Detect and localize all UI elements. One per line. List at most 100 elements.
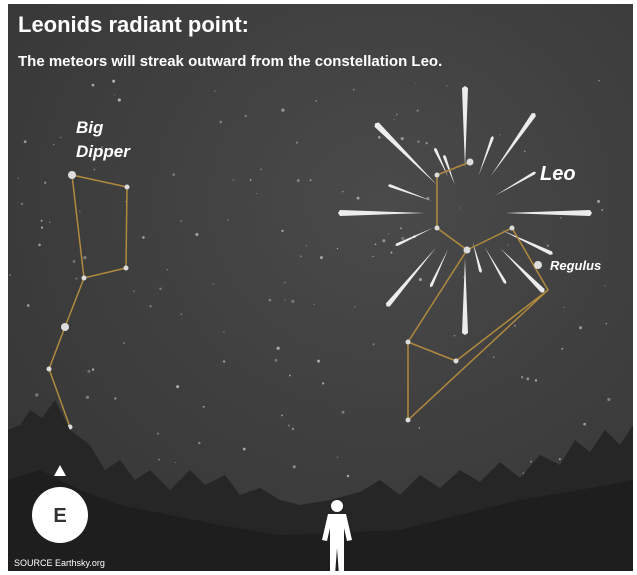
star	[195, 233, 198, 236]
star	[560, 217, 562, 219]
star	[223, 332, 224, 333]
star	[425, 142, 427, 144]
star	[293, 465, 296, 468]
star	[373, 256, 374, 257]
star	[296, 142, 298, 144]
star	[357, 197, 360, 200]
star	[24, 140, 27, 143]
star	[284, 299, 285, 300]
infographic: E Leonids radiant point: The meteors wil…	[0, 0, 637, 575]
regulus-label: Regulus	[550, 258, 601, 273]
star	[322, 382, 324, 384]
star	[373, 343, 375, 345]
star	[417, 140, 420, 143]
star	[342, 191, 344, 193]
star	[583, 423, 586, 426]
star	[507, 244, 508, 245]
star	[378, 136, 381, 139]
star	[118, 98, 121, 101]
star	[60, 137, 61, 138]
star	[274, 359, 277, 362]
star	[41, 227, 43, 229]
star	[44, 182, 46, 184]
star	[142, 236, 145, 239]
star	[114, 397, 116, 399]
star	[149, 305, 151, 307]
star	[83, 256, 86, 259]
star	[75, 278, 77, 280]
star	[306, 245, 307, 246]
star	[157, 433, 159, 435]
star	[579, 326, 582, 329]
star	[601, 209, 603, 211]
star	[79, 211, 80, 212]
star	[281, 414, 283, 416]
star	[167, 269, 168, 270]
star	[291, 300, 294, 303]
star	[300, 255, 302, 257]
star	[415, 83, 416, 84]
leo-label: Leo	[540, 163, 576, 185]
star	[394, 119, 395, 120]
star	[561, 348, 563, 350]
star	[250, 179, 252, 181]
star	[181, 314, 182, 315]
star	[514, 325, 516, 327]
title: Leonids radiant point:	[18, 12, 249, 37]
star	[375, 243, 377, 245]
star	[35, 393, 38, 396]
star	[223, 360, 225, 362]
star	[597, 200, 600, 203]
star	[521, 376, 523, 378]
star	[524, 150, 526, 152]
star	[337, 457, 338, 458]
star	[320, 256, 323, 259]
star	[297, 179, 300, 182]
star	[93, 169, 95, 171]
star	[607, 398, 610, 401]
star	[38, 244, 41, 247]
star	[317, 360, 320, 363]
star	[21, 203, 23, 205]
star	[288, 425, 290, 427]
star	[292, 428, 294, 430]
big-dipper-label: Big	[76, 118, 104, 137]
star	[172, 173, 175, 176]
star	[49, 221, 51, 223]
star	[214, 90, 215, 91]
star	[446, 85, 447, 86]
star	[281, 109, 284, 112]
star	[353, 89, 355, 91]
star	[41, 220, 43, 222]
compass-label: E	[53, 505, 66, 527]
star	[417, 110, 419, 112]
star	[269, 299, 272, 302]
star	[454, 335, 456, 337]
star	[260, 168, 262, 170]
star	[382, 239, 385, 242]
star	[73, 260, 76, 263]
star	[276, 347, 279, 350]
star	[203, 406, 205, 408]
star	[564, 307, 565, 308]
star	[53, 144, 54, 145]
big-dipper-label: Dipper	[76, 142, 131, 161]
star	[388, 233, 389, 234]
star	[18, 177, 19, 178]
star	[133, 290, 135, 292]
star	[92, 84, 95, 87]
star	[559, 458, 561, 460]
star	[86, 396, 89, 399]
star	[114, 94, 115, 95]
star	[9, 274, 11, 276]
star	[493, 356, 494, 357]
star	[390, 252, 392, 254]
star	[530, 461, 532, 463]
star	[123, 342, 125, 344]
star	[341, 411, 344, 414]
star	[213, 284, 214, 285]
star	[401, 237, 404, 240]
star	[396, 114, 398, 116]
subtitle: The meteors will streak outward from the…	[18, 53, 442, 70]
star	[547, 245, 549, 247]
